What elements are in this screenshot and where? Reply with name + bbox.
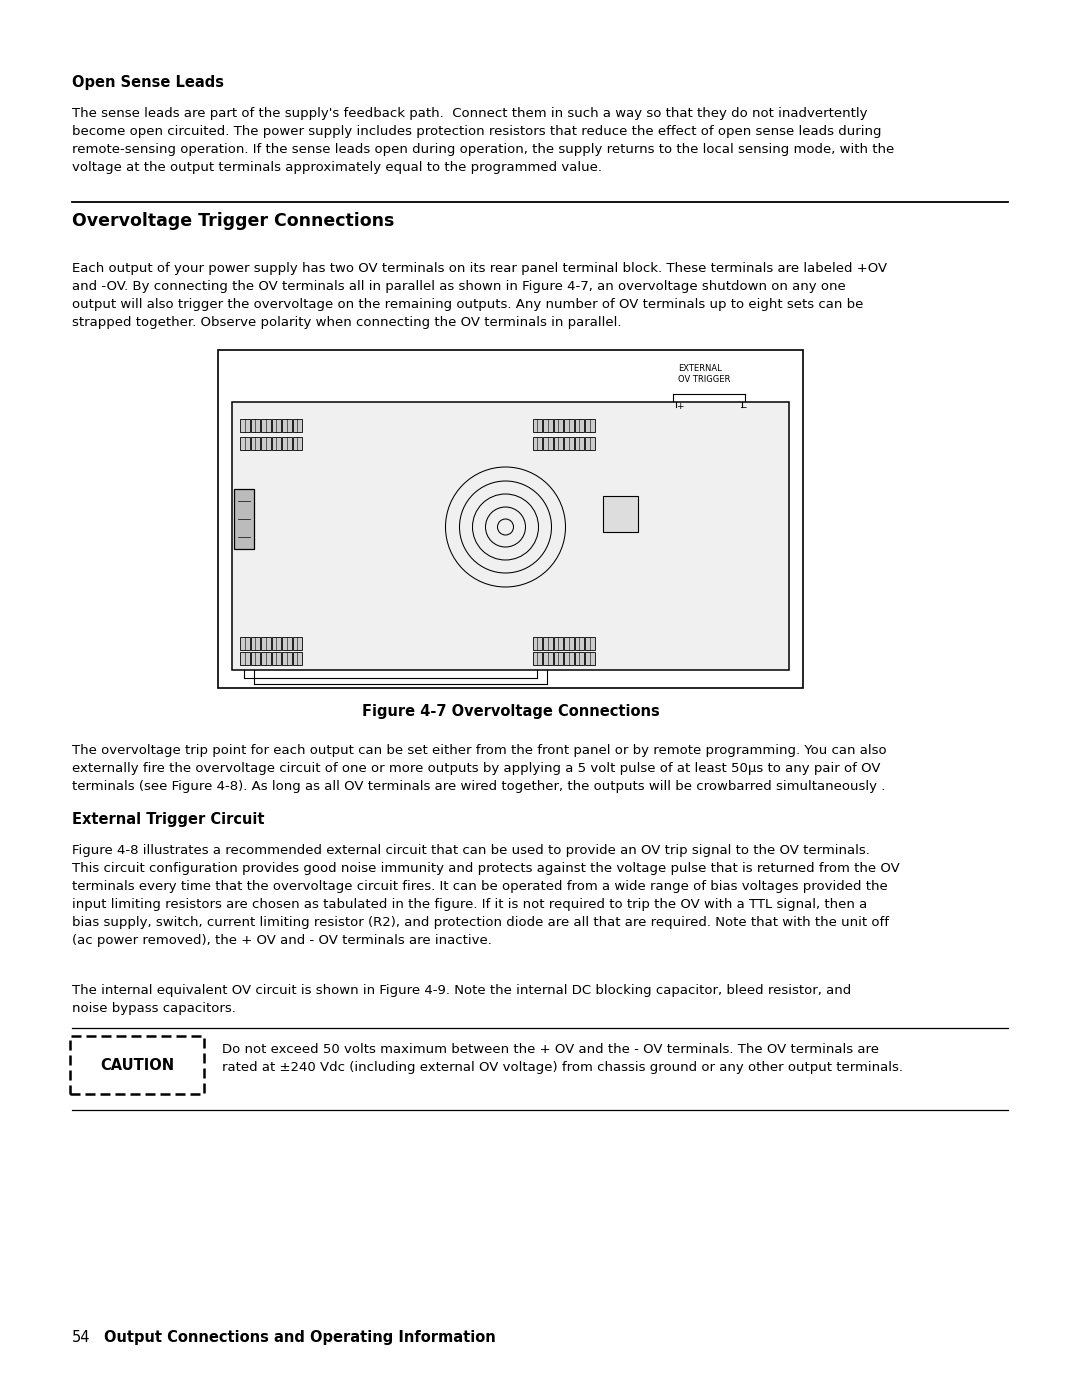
Bar <box>564 652 573 665</box>
Bar <box>532 637 542 650</box>
Bar <box>575 437 584 450</box>
Bar <box>564 419 573 432</box>
Text: Figure 4-8 illustrates a recommended external circuit that can be used to provid: Figure 4-8 illustrates a recommended ext… <box>72 844 900 947</box>
Bar <box>282 437 292 450</box>
Bar <box>603 496 637 532</box>
Bar <box>282 637 292 650</box>
Bar <box>251 419 260 432</box>
Text: CAUTION: CAUTION <box>100 1058 174 1073</box>
Bar <box>261 652 270 665</box>
Bar <box>271 637 281 650</box>
Text: −: − <box>739 402 746 411</box>
Bar <box>261 437 270 450</box>
Bar <box>585 419 594 432</box>
Bar <box>554 652 563 665</box>
Bar <box>532 437 542 450</box>
Bar <box>234 489 254 549</box>
Text: Figure 4-7 Overvoltage Connections: Figure 4-7 Overvoltage Connections <box>362 704 660 719</box>
Bar <box>575 419 584 432</box>
Bar <box>564 437 573 450</box>
Bar <box>293 652 302 665</box>
Bar <box>585 652 594 665</box>
Bar <box>554 637 563 650</box>
Text: Each output of your power supply has two OV terminals on its rear panel terminal: Each output of your power supply has two… <box>72 263 887 330</box>
Bar <box>261 419 270 432</box>
Bar <box>543 652 553 665</box>
Text: Do not exceed 50 volts maximum between the + OV and the - OV terminals. The OV t: Do not exceed 50 volts maximum between t… <box>222 1044 903 1074</box>
Bar <box>240 419 249 432</box>
Bar <box>251 652 260 665</box>
Text: The sense leads are part of the supply's feedback path.  Connect them in such a : The sense leads are part of the supply's… <box>72 108 894 175</box>
Bar <box>575 652 584 665</box>
FancyBboxPatch shape <box>70 1037 204 1094</box>
Bar <box>554 419 563 432</box>
Text: The internal equivalent OV circuit is shown in Figure 4-9. Note the internal DC : The internal equivalent OV circuit is sh… <box>72 983 851 1016</box>
Bar <box>293 419 302 432</box>
Bar <box>232 402 789 671</box>
Bar <box>293 437 302 450</box>
Text: EXTERNAL
OV TRIGGER: EXTERNAL OV TRIGGER <box>678 365 730 384</box>
Text: Open Sense Leads: Open Sense Leads <box>72 75 224 89</box>
Bar <box>585 637 594 650</box>
Bar <box>271 652 281 665</box>
Bar <box>261 637 270 650</box>
Bar <box>575 637 584 650</box>
Bar <box>240 637 249 650</box>
Bar <box>240 437 249 450</box>
Text: External Trigger Circuit: External Trigger Circuit <box>72 812 265 827</box>
Text: The overvoltage trip point for each output can be set either from the front pane: The overvoltage trip point for each outp… <box>72 745 887 793</box>
Text: Overvoltage Trigger Connections: Overvoltage Trigger Connections <box>72 212 394 231</box>
Bar <box>218 351 804 687</box>
Bar <box>282 419 292 432</box>
Bar <box>271 419 281 432</box>
Text: +: + <box>676 402 684 411</box>
Bar <box>585 437 594 450</box>
Bar <box>251 637 260 650</box>
Bar <box>282 652 292 665</box>
Bar <box>554 437 563 450</box>
Bar <box>543 637 553 650</box>
Bar <box>564 637 573 650</box>
Text: Output Connections and Operating Information: Output Connections and Operating Informa… <box>104 1330 496 1345</box>
Bar <box>532 419 542 432</box>
Bar <box>293 637 302 650</box>
Bar <box>543 437 553 450</box>
Bar <box>271 437 281 450</box>
Bar <box>240 652 249 665</box>
Bar <box>251 437 260 450</box>
Bar <box>532 652 542 665</box>
Text: 54: 54 <box>72 1330 91 1345</box>
Bar <box>543 419 553 432</box>
